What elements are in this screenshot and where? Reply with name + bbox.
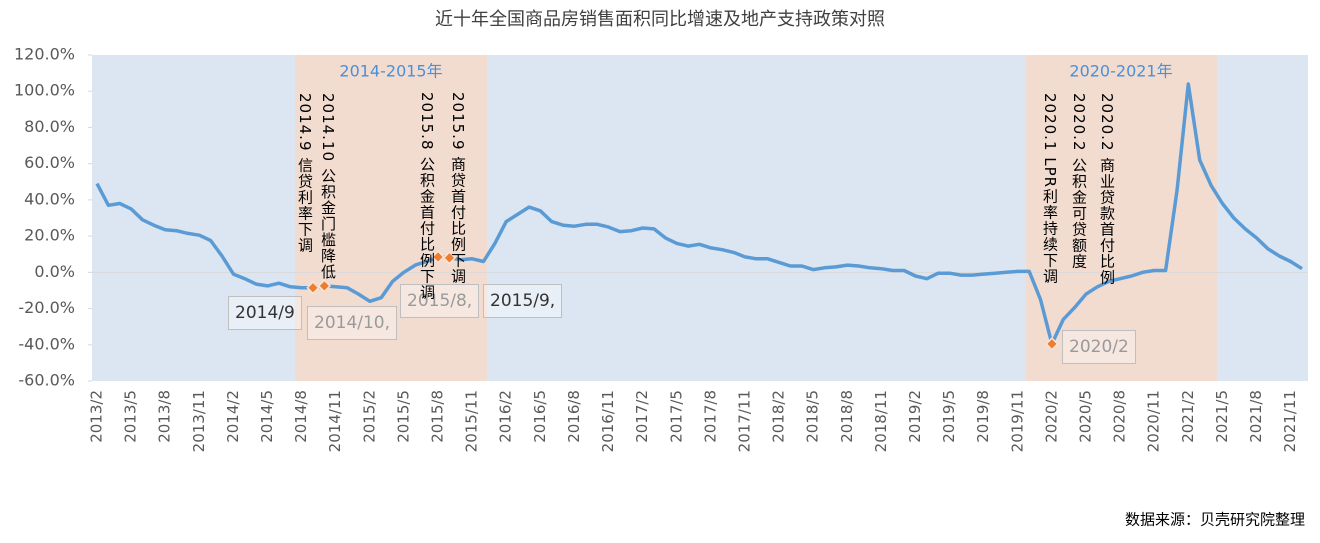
callout-label: 2014/9	[228, 296, 302, 330]
x-tick-label: 2021/8	[1247, 390, 1265, 443]
period-shade	[295, 55, 487, 381]
y-tick-label: 0.0%	[34, 262, 75, 281]
x-tick-label: 2020/8	[1111, 390, 1129, 443]
x-tick-label: 2015/11	[463, 390, 481, 452]
policy-annotation: 2020.2 公积金可贷额度	[1070, 93, 1088, 270]
y-tick-label: -60.0%	[18, 371, 75, 390]
x-tick-label: 2019/8	[974, 390, 992, 443]
x-tick-label: 2015/5	[394, 390, 412, 443]
x-tick-label: 2013/5	[122, 390, 140, 443]
x-tick-label: 2018/8	[838, 390, 856, 443]
y-tick-label: -20.0%	[18, 298, 75, 317]
region-label: 2020-2021年	[1069, 62, 1172, 81]
x-tick-label: 2020/2	[1042, 390, 1060, 443]
x-tick-label: 2015/8	[429, 390, 447, 443]
policy-annotation: 2020.1 LPR利率持续下调	[1041, 93, 1059, 285]
x-tick-label: 2016/2	[497, 390, 515, 443]
x-tick-label: 2016/11	[599, 390, 617, 452]
x-tick-label: 2021/11	[1281, 390, 1299, 452]
x-tick-label: 2013/8	[156, 390, 174, 443]
x-tick-label: 2016/5	[531, 390, 549, 443]
x-tick-label: 2014/11	[326, 390, 344, 452]
x-tick-label: 2015/2	[360, 390, 378, 443]
x-tick-label: 2014/2	[224, 390, 242, 443]
x-tick-label: 2021/2	[1179, 390, 1197, 443]
x-tick-label: 2021/5	[1213, 390, 1231, 443]
callout-label: 2015/9,	[483, 284, 563, 318]
policy-annotation: 2015.8 公积金首付比例下调	[418, 92, 436, 301]
policy-annotation: 2015.9 商贷首付比例下调	[449, 92, 467, 285]
x-tick-label: 2020/11	[1145, 390, 1163, 452]
y-tick-label: 60.0%	[24, 153, 75, 172]
highlight-marker	[431, 250, 445, 264]
policy-annotation: 2014.10 公积金门槛降低	[319, 93, 337, 280]
x-tick-label: 2014/5	[258, 390, 276, 443]
data-line	[95, 82, 1303, 346]
source-note: 数据来源：贝壳研究院整理	[1125, 511, 1305, 529]
x-tick-label: 2017/2	[633, 390, 651, 443]
highlight-marker	[1045, 337, 1059, 351]
x-tick-label: 2018/5	[804, 390, 822, 443]
y-tick-label: 20.0%	[24, 226, 75, 245]
y-tick-label: 40.0%	[24, 189, 75, 208]
policy-annotation: 2014.9 信贷利率下调	[296, 93, 314, 254]
x-tick-label: 2013/2	[88, 390, 106, 443]
x-tick-label: 2016/8	[565, 390, 583, 443]
highlight-marker	[317, 279, 332, 293]
callout-label: 2020/2	[1062, 330, 1136, 364]
callout-label: 2015/8,	[400, 284, 480, 318]
callout-label: 2014/10,	[307, 306, 398, 340]
x-tick-label: 2017/8	[701, 390, 719, 443]
region-label: 2014-2015年	[339, 62, 442, 81]
highlight-marker	[306, 281, 320, 295]
y-tick-label: 80.0%	[24, 117, 75, 136]
x-tick-label: 2017/5	[667, 390, 685, 443]
x-tick-label: 2018/11	[872, 390, 890, 452]
x-tick-label: 2019/11	[1008, 390, 1026, 452]
x-tick-label: 2017/11	[735, 390, 753, 452]
x-tick-label: 2019/2	[906, 390, 924, 443]
highlight-marker	[442, 251, 457, 265]
x-tick-label: 2019/5	[940, 390, 958, 443]
x-tick-label: 2014/8	[292, 390, 310, 443]
policy-annotation: 2020.2 商业贷款首付比例	[1098, 93, 1116, 286]
y-tick-label: 120.0%	[14, 45, 75, 64]
x-tick-label: 2018/2	[770, 390, 788, 443]
chart-title: 近十年全国商品房销售面积同比增速及地产支持政策对照	[435, 9, 885, 30]
y-tick-label: 100.0%	[14, 81, 75, 100]
x-tick-label: 2020/5	[1077, 390, 1095, 443]
y-tick-label: -40.0%	[18, 334, 75, 353]
x-tick-label: 2013/11	[190, 390, 208, 452]
